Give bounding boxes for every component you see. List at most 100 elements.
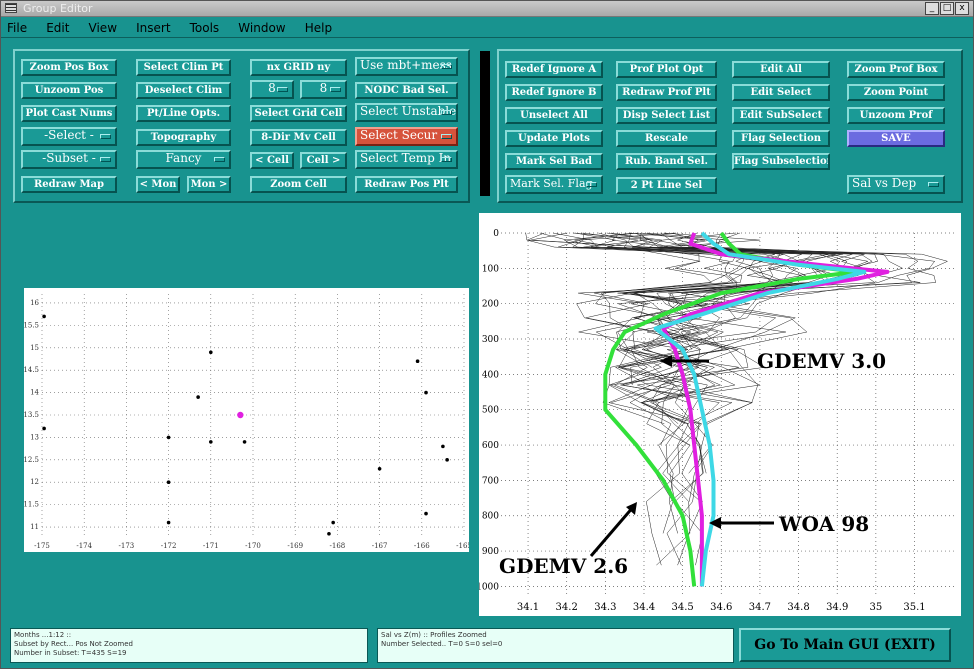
gdemv3-label: GDEMV 3.0 <box>757 349 886 373</box>
cast-position-point[interactable] <box>441 444 445 449</box>
cast-position-point[interactable] <box>166 520 171 525</box>
menu-edit[interactable]: Edit <box>46 21 70 35</box>
cast-position-point[interactable] <box>166 480 171 485</box>
flag-subselection-button[interactable]: Flag Subselection <box>732 153 830 170</box>
select-dropdown[interactable]: -Select - <box>21 127 117 146</box>
flag-selection-button[interactable]: Flag Selection <box>732 130 830 147</box>
prof-y-tick-label: 900 <box>482 547 499 557</box>
grid-size-button[interactable]: nx GRID ny <box>250 59 347 76</box>
cast-position-point[interactable] <box>327 531 331 536</box>
zoom-point-button[interactable]: Zoom Point <box>847 84 945 101</box>
next-cell-button[interactable]: Cell > <box>300 152 347 169</box>
edit-all-button[interactable]: Edit All <box>732 61 830 78</box>
position-map-plot[interactable]: -175 -174 -173 -172 -171 -170 -169 -168 -167 -166… <box>24 288 469 552</box>
nodc-bad-sel-button[interactable]: NODC Bad Sel. <box>355 82 458 99</box>
sal-vs-dep-dropdown[interactable]: Sal vs Dep <box>847 175 945 194</box>
menu-view[interactable]: View <box>88 21 118 35</box>
select-clim-pt-button[interactable]: Select Clim Pt <box>136 59 231 76</box>
menu-insert[interactable]: Insert <box>136 21 171 35</box>
prof-x-tick-label: 34.4 <box>633 602 655 613</box>
plot-cast-nums-button[interactable]: Plot Cast Nums <box>21 105 117 122</box>
prof-y-tick-label: 800 <box>482 512 499 522</box>
2-pt-line-sel-button[interactable]: 2 Pt Line Sel <box>616 177 717 194</box>
pos-y-tick-label: 15.5 <box>24 321 39 329</box>
cast-position-point[interactable] <box>166 435 171 440</box>
mark-sel-bad-button[interactable]: Mark Sel Bad <box>505 153 603 170</box>
prof-y-tick-label: 100 <box>482 264 499 274</box>
cast-position-point[interactable] <box>42 426 46 431</box>
prof-x-tick-label: 34.9 <box>826 602 848 613</box>
cast-position-point[interactable] <box>209 440 213 444</box>
select-temp-in-dropdown[interactable]: Select Temp In <box>355 150 458 169</box>
unzoom-pos-button[interactable]: Unzoom Pos <box>21 82 117 99</box>
rub-band-sel-button[interactable]: Rub. Band Sel. <box>616 153 717 170</box>
redef-ignore-a-button[interactable]: Redef Ignore A <box>505 61 603 78</box>
cast-position-point[interactable] <box>242 440 247 444</box>
prev-cell-button[interactable]: < Cell <box>250 152 294 169</box>
cast-position-point[interactable] <box>331 520 335 525</box>
redraw-map-button[interactable]: Redraw Map <box>21 176 117 193</box>
redraw-pos-plt-button[interactable]: Redraw Pos Plt <box>355 176 458 193</box>
profile-plot[interactable]: 34.1 34.2 34.3 34.4 34.5 34.6 34.7 34.8 34.9 35 35… <box>479 213 961 616</box>
use-mbt-mess-dropdown[interactable]: Use mbt+mess <box>355 57 458 76</box>
selected-cast-point[interactable] <box>237 411 244 419</box>
observed-profile-line <box>582 232 840 502</box>
pos-y-tick-label: 12.5 <box>24 456 39 464</box>
fancy-dropdown[interactable]: Fancy <box>136 150 231 169</box>
pos-x-tick-label: -169 <box>287 542 303 550</box>
menu-window[interactable]: Window <box>238 21 286 35</box>
cast-position-point[interactable] <box>424 390 428 395</box>
cast-position-point[interactable] <box>196 395 200 399</box>
close-button[interactable]: x <box>955 2 969 15</box>
next-month-button[interactable]: Mon > <box>187 176 231 193</box>
cast-position-point[interactable] <box>42 314 46 319</box>
observed-profile-line <box>571 232 745 424</box>
subset-dropdown[interactable]: -Subset - <box>21 150 117 169</box>
select-unstable-dropdown[interactable]: Select Unstable <box>355 103 458 122</box>
grid-ny-dropdown[interactable]: 8 <box>300 80 347 99</box>
menu-tools[interactable]: Tools <box>189 21 220 35</box>
menu-file[interactable]: File <box>7 21 28 35</box>
pos-x-tick-label: -175 <box>34 542 50 550</box>
pos-y-tick-label: 15 <box>30 344 39 352</box>
8-dir-mv-cell-button[interactable]: 8-Dir Mv Cell <box>250 129 347 146</box>
pt-line-opts-button[interactable]: Pt/Line Opts. <box>136 105 231 122</box>
zoom-cell-button[interactable]: Zoom Cell <box>250 176 347 193</box>
edit-subselect-button[interactable]: Edit SubSelect <box>732 107 830 124</box>
rescale-button[interactable]: Rescale <box>616 130 717 147</box>
cast-position-point[interactable] <box>415 359 420 364</box>
zoom-pos-box-button[interactable]: Zoom Pos Box <box>21 59 117 76</box>
window-menu-icon[interactable] <box>5 3 17 13</box>
redef-ignore-b-button[interactable]: Redef Ignore B <box>505 84 603 101</box>
select-secur-dropdown[interactable]: Select Secur <box>355 127 458 146</box>
mark-sel-flag-dropdown[interactable]: Mark Sel. Flag <box>505 175 603 194</box>
cast-position-point[interactable] <box>209 350 213 355</box>
edit-select-button[interactable]: Edit Select <box>732 84 830 101</box>
deselect-clim-button[interactable]: Deselect Clim <box>136 82 231 99</box>
topography-button[interactable]: Topography <box>136 129 231 146</box>
go-to-main-gui-button[interactable]: Go To Main GUI (EXIT) <box>739 628 951 662</box>
position-map-background <box>24 288 469 552</box>
cast-position-point[interactable] <box>377 466 382 471</box>
pos-y-tick-label: 14 <box>30 389 39 397</box>
maximize-button[interactable]: □ <box>940 2 954 15</box>
grid-nx-dropdown[interactable]: 8 <box>250 80 294 99</box>
disp-select-list-button[interactable]: Disp Select List <box>616 107 717 124</box>
redraw-prof-plt-button[interactable]: Redraw Prof Plt <box>616 84 717 101</box>
cast-position-point[interactable] <box>424 511 428 516</box>
zoom-prof-box-button[interactable]: Zoom Prof Box <box>847 61 945 78</box>
profile-plot-background <box>479 213 961 616</box>
status-profile-selected: Number Selected.. T=0 S=0 sel=0 <box>381 640 503 648</box>
select-grid-cell-button[interactable]: Select Grid Cell <box>250 105 347 122</box>
prof-y-tick-label: 500 <box>482 406 499 416</box>
menu-help[interactable]: Help <box>304 21 333 35</box>
gdemv3-arrowhead <box>660 355 672 367</box>
update-plots-button[interactable]: Update Plots <box>505 130 603 147</box>
prof-plot-opt-button[interactable]: Prof Plot Opt <box>616 61 717 78</box>
prev-month-button[interactable]: < Mon <box>136 176 180 193</box>
save-button[interactable]: SAVE <box>847 130 945 147</box>
cast-position-point[interactable] <box>445 458 449 462</box>
unselect-all-button[interactable]: Unselect All <box>505 107 603 124</box>
unzoom-prof-button[interactable]: Unzoom Prof <box>847 107 945 124</box>
minimize-button[interactable]: _ <box>925 2 939 15</box>
